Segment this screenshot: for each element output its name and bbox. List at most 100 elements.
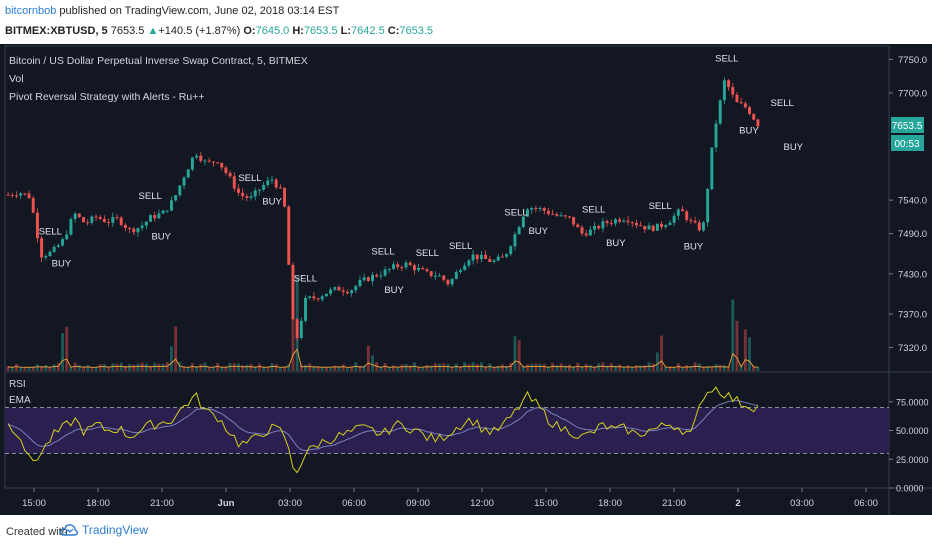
open-value: 7645.0 bbox=[255, 25, 290, 37]
rsi-tick-label: 25.0000 bbox=[896, 455, 929, 465]
candle-body bbox=[588, 229, 592, 236]
candle-body bbox=[320, 296, 324, 300]
candle-body bbox=[542, 208, 546, 211]
volume-bar bbox=[10, 367, 14, 371]
volume-bar bbox=[128, 364, 132, 371]
price-axis[interactable]: 7750.0 7700.0 7540.0 7490.0 7430.0 7370.0 7320… bbox=[889, 55, 927, 354]
time-tick-label: 03:00 bbox=[278, 498, 302, 509]
volume-bar bbox=[387, 367, 391, 371]
volume-bar bbox=[232, 363, 236, 371]
volume-bar bbox=[408, 365, 412, 371]
candle-body bbox=[693, 220, 697, 223]
time-axis[interactable]: 15:00 18:00 21:00 Jun 03:00 06:00 09:00 12:00 15… bbox=[22, 488, 878, 509]
candle-body bbox=[618, 219, 622, 222]
candle-body bbox=[337, 287, 341, 291]
chart-area[interactable]: SELL BUY SELL BUY SELL BUY SELL SELL SELL BUY SELL… bbox=[0, 44, 932, 515]
volume-bar bbox=[19, 366, 23, 371]
vol-label: Vol bbox=[9, 73, 24, 85]
candle-body bbox=[31, 198, 35, 213]
candle-body bbox=[756, 119, 760, 127]
volume-bar bbox=[689, 366, 693, 371]
time-tick-label: 03:00 bbox=[790, 498, 814, 509]
last-price: 7653.5 bbox=[110, 25, 145, 37]
volume-bar bbox=[383, 363, 387, 371]
volume-bar bbox=[446, 363, 450, 371]
candle-body bbox=[630, 222, 634, 224]
volume-bar bbox=[287, 364, 291, 371]
candle-body bbox=[479, 254, 483, 260]
author-link[interactable]: bitcornbob bbox=[5, 5, 57, 17]
volume-bar bbox=[241, 365, 245, 371]
candle-body bbox=[136, 228, 140, 233]
candle-body bbox=[442, 275, 446, 280]
volume-bar bbox=[320, 367, 324, 371]
volume-bar bbox=[433, 363, 437, 371]
volume-bar bbox=[429, 365, 433, 371]
candle-body bbox=[35, 212, 39, 239]
volume-bar bbox=[400, 364, 404, 371]
candle-body bbox=[593, 225, 597, 230]
volume-bar bbox=[392, 365, 395, 371]
candle-body bbox=[274, 179, 278, 188]
volume-bar bbox=[119, 362, 123, 371]
rsi-axis[interactable]: 75.0000 50.0000 25.0000 0.0000 bbox=[889, 397, 929, 494]
volume-bar bbox=[107, 366, 111, 371]
volume-bar bbox=[266, 367, 270, 371]
volume-bar bbox=[245, 364, 249, 371]
volume-bar bbox=[664, 366, 668, 371]
volume-bar bbox=[15, 363, 18, 371]
volume-bar bbox=[593, 367, 597, 371]
candle-body bbox=[450, 278, 454, 285]
candle-body bbox=[425, 269, 429, 272]
candle-body bbox=[731, 87, 735, 95]
sell-signal-label: SELL bbox=[416, 248, 439, 259]
volume-bar bbox=[358, 365, 362, 371]
volume-bar bbox=[65, 326, 69, 371]
buy-signal-label: BUY bbox=[384, 285, 404, 296]
candle-body bbox=[186, 169, 190, 178]
candle-body bbox=[404, 262, 408, 268]
candle-body bbox=[178, 185, 182, 196]
candle-body bbox=[446, 279, 450, 285]
candle-body bbox=[492, 260, 496, 262]
candle-body bbox=[182, 177, 186, 186]
buy-signal-label: BUY bbox=[262, 197, 282, 208]
up-arrow-icon: ▲ bbox=[147, 25, 159, 37]
candle-body bbox=[15, 195, 18, 197]
buy-signal-label: BUY bbox=[684, 242, 704, 253]
candle-body bbox=[505, 253, 509, 257]
candle-body bbox=[82, 217, 85, 223]
candle-body bbox=[169, 200, 173, 211]
candle-body bbox=[714, 123, 718, 148]
volume-bar bbox=[31, 367, 35, 371]
candle-body bbox=[383, 269, 387, 276]
volume-bar bbox=[743, 329, 747, 371]
close-label: C: bbox=[387, 25, 400, 37]
candle-body bbox=[190, 157, 194, 170]
candle-body bbox=[459, 270, 462, 272]
volume-bar bbox=[371, 355, 374, 371]
volume-bar bbox=[345, 367, 349, 371]
volume-bar bbox=[438, 363, 442, 371]
candle-body bbox=[73, 213, 77, 220]
candle-body bbox=[102, 218, 106, 223]
ema-label: EMA bbox=[9, 395, 31, 406]
candle-body bbox=[140, 225, 144, 229]
candle-body bbox=[132, 228, 136, 233]
volume-bar bbox=[220, 367, 224, 371]
candle-body bbox=[341, 290, 345, 292]
price-pane[interactable] bbox=[5, 46, 889, 371]
volume-bar bbox=[618, 364, 622, 371]
volume-bar bbox=[697, 363, 701, 371]
tradingview-logo[interactable]: TradingView bbox=[60, 523, 148, 537]
volume-bar bbox=[442, 363, 446, 371]
volume-bar bbox=[475, 363, 479, 371]
candle-body bbox=[467, 260, 471, 266]
sell-signal-label: SELL bbox=[39, 226, 62, 237]
price-tick-label: 7540.0 bbox=[898, 196, 927, 207]
volume-bar bbox=[341, 364, 345, 371]
quote-line: BITMEX:XBTUSD, 5 7653.5 ▲+140.5 (+1.87%)… bbox=[5, 25, 433, 37]
candle-body bbox=[706, 189, 710, 223]
candle-body bbox=[429, 271, 433, 277]
